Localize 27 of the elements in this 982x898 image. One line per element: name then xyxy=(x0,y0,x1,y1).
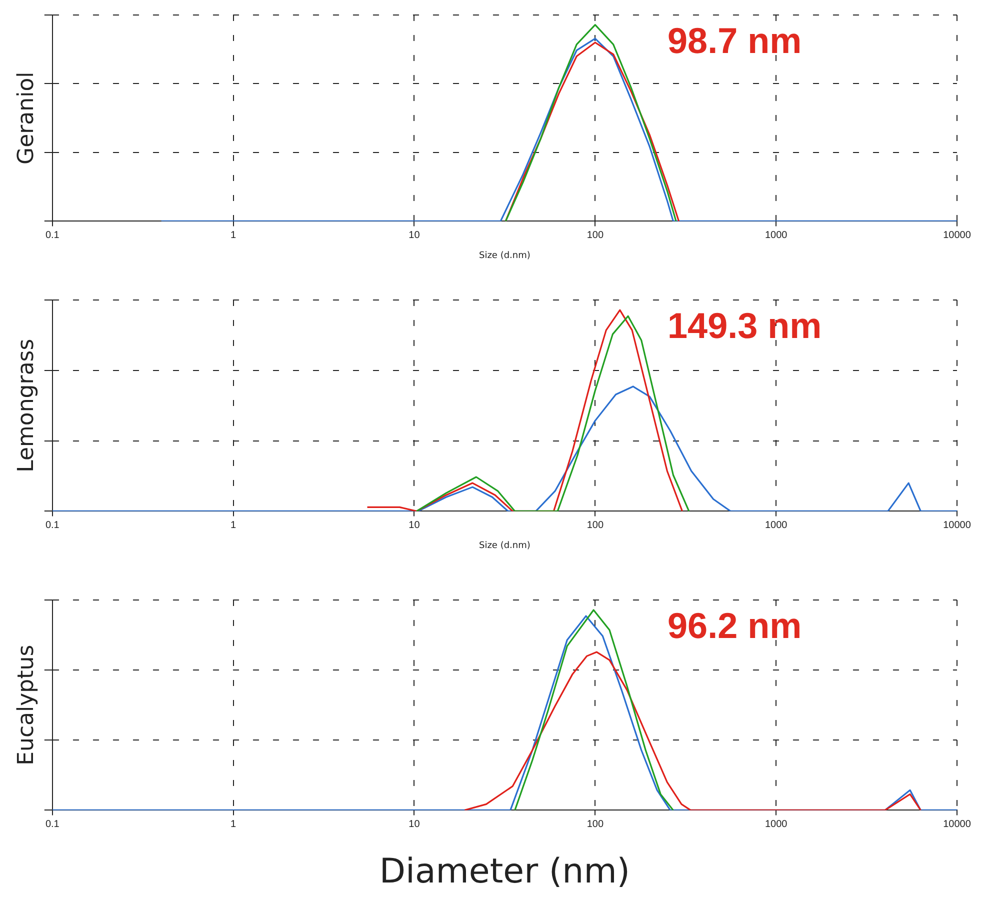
x-tick-label: 0.1 xyxy=(45,520,60,531)
x-tick-label: 10000 xyxy=(943,230,972,241)
x-tick-label: 100 xyxy=(586,230,604,241)
x-axis-title: Diameter (nm) xyxy=(379,851,630,892)
x-tick-label: 1000 xyxy=(764,818,788,830)
annotation: 149.3 nm xyxy=(668,304,822,346)
x-tick-label: 1 xyxy=(230,520,237,531)
x-tick-label: 0.1 xyxy=(45,818,60,830)
x-axis-title: Size (d.nm) xyxy=(478,540,530,551)
x-tick-label: 100 xyxy=(586,818,604,830)
x-tick-label: 1000 xyxy=(764,230,788,241)
x-axis-title: Size (d.nm) xyxy=(478,250,530,261)
x-tick-label: 10 xyxy=(408,520,420,531)
x-tick-label: 1 xyxy=(230,818,237,830)
y-axis-title: Geraniol xyxy=(14,72,39,164)
x-tick-label: 0.1 xyxy=(45,230,60,241)
x-tick-label: 10000 xyxy=(943,818,972,830)
x-tick-label: 100 xyxy=(586,520,604,531)
annotation: 98.7 nm xyxy=(668,20,802,61)
x-tick-label: 10000 xyxy=(943,520,972,531)
x-tick-label: 1000 xyxy=(764,520,788,531)
y-axis-title: Eucalyptus xyxy=(14,644,39,766)
x-tick-label: 10 xyxy=(408,818,420,830)
y-axis-title: Lemongrass xyxy=(14,338,39,472)
x-tick-label: 1 xyxy=(230,230,237,241)
x-tick-label: 10 xyxy=(408,230,420,241)
annotation: 96.2 nm xyxy=(668,604,802,646)
